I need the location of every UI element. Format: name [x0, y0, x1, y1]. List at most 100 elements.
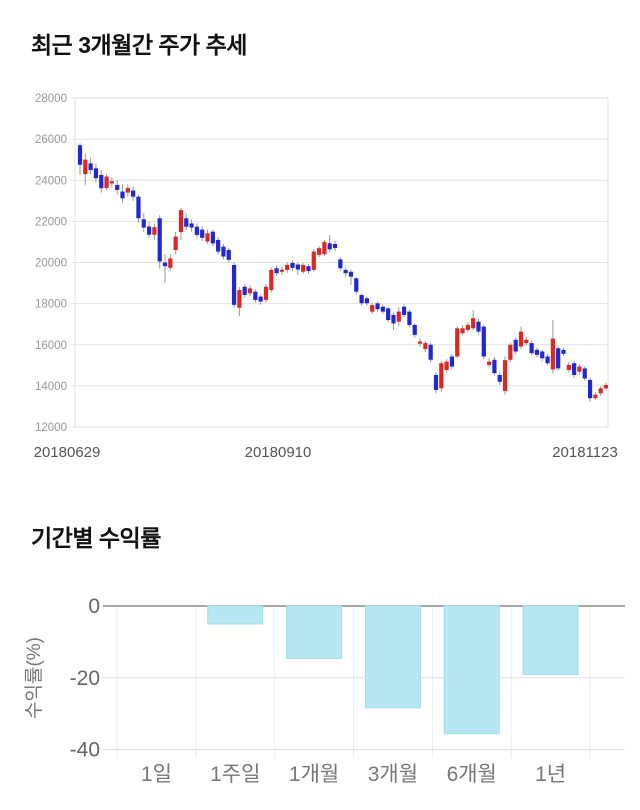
candle-down	[364, 298, 370, 304]
candle-up	[577, 366, 582, 372]
candle-down	[189, 223, 194, 228]
candle-down	[231, 264, 237, 305]
candle-down	[556, 348, 561, 369]
candle-up	[508, 344, 513, 360]
candle-down	[497, 374, 502, 382]
candle-down	[88, 163, 93, 170]
candle-down	[402, 306, 407, 315]
candle-up	[487, 361, 492, 365]
return-bar	[286, 605, 343, 659]
candle-down	[226, 249, 231, 260]
candle-down	[157, 218, 162, 262]
candle-down	[534, 349, 540, 355]
candle-up	[269, 269, 274, 291]
candle-up	[524, 339, 529, 344]
candle-up	[263, 286, 269, 300]
candle-up	[173, 236, 178, 250]
candle-down	[561, 349, 566, 354]
candle-down	[348, 271, 354, 277]
candle-up	[311, 251, 316, 270]
candle-down	[120, 191, 125, 199]
candle-up	[301, 264, 306, 272]
candle-up	[152, 227, 157, 235]
candle-down	[162, 262, 168, 267]
y-tick-label: 0	[88, 595, 100, 618]
category-label: 3개월	[368, 763, 418, 786]
candle-up	[502, 360, 508, 392]
return-bar	[522, 605, 579, 676]
candle-up	[439, 363, 444, 389]
candle-down	[141, 219, 146, 228]
candle-down	[529, 343, 534, 354]
category-label: 6개월	[447, 763, 497, 786]
candle-up	[396, 311, 401, 322]
candle-down	[492, 359, 497, 374]
y-tick-label: 14000	[35, 381, 67, 393]
candle-down	[587, 379, 593, 399]
candle-up	[168, 258, 173, 268]
candle-down	[412, 325, 417, 335]
price-chart-title: 최근 3개월간 주가 추세	[31, 32, 247, 58]
y-tick-label: -20	[70, 667, 100, 690]
candle-down	[391, 314, 396, 324]
y-tick-label: 16000	[35, 340, 67, 352]
candle-down	[99, 174, 104, 189]
y-tick-label: 28000	[35, 93, 67, 105]
x-axis-label-mid: 20180910	[244, 444, 312, 461]
candle-up	[593, 394, 598, 399]
candle-down	[210, 231, 215, 244]
x-axis-label-start: 20180629	[33, 444, 101, 461]
candle-down	[216, 239, 221, 252]
return-bar	[364, 605, 421, 709]
candle-down	[359, 294, 364, 304]
candle-down	[540, 351, 545, 359]
candle-down	[476, 321, 481, 332]
y-tick-label: 22000	[35, 216, 67, 228]
candle-down	[290, 262, 295, 268]
y-tick-label: 12000	[35, 422, 67, 434]
candle-up	[205, 233, 210, 242]
candle-down	[428, 344, 433, 360]
candle-up	[285, 264, 290, 270]
candle-down	[146, 226, 152, 235]
candle-up	[460, 328, 465, 334]
y-tick-label: 24000	[35, 175, 67, 187]
candle-up	[444, 361, 449, 371]
candle-up	[104, 176, 109, 189]
returns-chart-title: 기간별 수익률	[31, 525, 161, 551]
candle-up	[322, 241, 327, 255]
candle-down	[572, 363, 577, 375]
candle-down	[136, 196, 141, 219]
candle-up	[83, 159, 88, 175]
candle-down	[194, 226, 199, 235]
candle-down	[332, 243, 338, 249]
candlestick-plot: 28000 26000 24000 22000 20000 18000 16000 14000…	[35, 93, 609, 434]
candle-down	[115, 184, 120, 190]
returns-bar-plot: 0 -20 -40 1일 1주일 1개월 3개월 6개월 1년 수익률(%)	[23, 595, 625, 786]
candle-up	[417, 341, 423, 344]
candle-up	[471, 318, 476, 329]
candle-up	[178, 210, 184, 233]
candle-down	[295, 264, 300, 270]
category-label: 1일	[141, 763, 172, 786]
candle-down	[449, 356, 455, 367]
candle-down	[513, 339, 518, 352]
candle-up	[566, 364, 571, 371]
candle-up	[109, 181, 114, 184]
candle-down	[386, 308, 391, 321]
category-label: 1개월	[289, 763, 339, 786]
candle-up	[550, 338, 555, 370]
y-axis-title: 수익률(%)	[23, 637, 45, 719]
candle-down	[380, 306, 385, 312]
candle-up	[455, 328, 460, 357]
candle-down	[545, 356, 550, 364]
candle-up	[125, 188, 130, 193]
period-returns-bar-chart: 0 -20 -40 1일 1주일 1개월 3개월 6개월 1년 수익률(%)	[0, 555, 640, 805]
price-candlestick-chart: 28000 26000 24000 22000 20000 18000 16000 14000…	[0, 85, 640, 440]
candle-down	[375, 303, 380, 310]
category-label: 1주일	[210, 763, 260, 786]
candle-up	[370, 305, 375, 312]
return-bar	[207, 605, 264, 625]
candle-down	[242, 286, 247, 295]
candle-down	[343, 269, 348, 274]
